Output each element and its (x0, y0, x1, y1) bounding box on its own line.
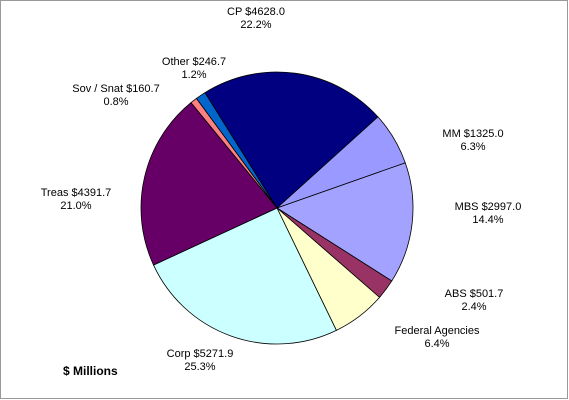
slice-label: CP $4628.0 (227, 6, 285, 18)
slice-label: Federal Agencies (395, 325, 480, 337)
pie-slice (204, 71, 379, 209)
slice-value-label: 0.8% (103, 96, 128, 108)
slice-label: MM $1325.0 (442, 128, 503, 140)
slice-value-label: 22.2% (240, 19, 271, 31)
chart-title: $ Millions (63, 364, 118, 378)
pie-slice (140, 102, 278, 266)
pie-slice (195, 92, 278, 209)
slice-value-label: 6.3% (460, 141, 485, 153)
slice-value-label: 14.4% (472, 214, 503, 226)
slice-value-label: 25.3% (184, 361, 215, 373)
slice-label: ABS $501.7 (445, 288, 504, 300)
pie-slice (276, 162, 414, 282)
slice-value-label: 1.2% (181, 69, 206, 81)
slice-value-label: 21.0% (60, 200, 91, 212)
slice-value-label: 2.4% (461, 301, 486, 313)
slice-label: Other $246.7 (162, 56, 226, 68)
pie-slice (153, 207, 337, 345)
slice-label: Sov / Snat $160.7 (72, 83, 159, 95)
slice-value-label: 6.4% (424, 338, 449, 350)
slice-label: Corp $5271.9 (167, 348, 234, 360)
slice-label: Treas $4391.7 (41, 187, 112, 199)
slice-label: MBS $2997.0 (455, 201, 522, 213)
